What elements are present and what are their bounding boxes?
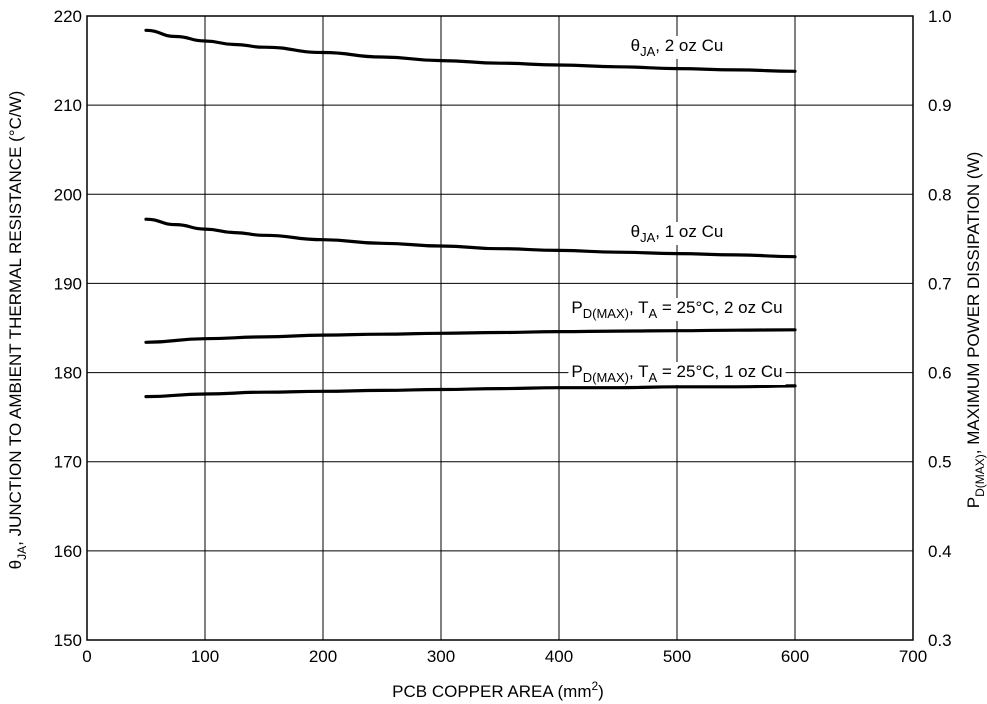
plot-frame: [86, 15, 914, 641]
y-axis-left-title-rest: , JUNCTION TO AMBIENT THERMAL RESISTANCE…: [6, 91, 25, 546]
series-label-2: θJA, 1 oz Cu: [631, 222, 724, 245]
y-left-tick-label: 180: [54, 364, 82, 383]
series-label-4: PD(MAX), TA = 25°C, 1 oz Cu: [571, 362, 782, 385]
x-tick-label: 100: [191, 647, 219, 666]
y-axis-left-title-symbol: θ: [6, 560, 25, 569]
series-label-part: , T: [629, 362, 649, 381]
y-right-tick-label: 0.6: [928, 364, 952, 383]
y-right-tick-label: 1.0: [928, 7, 952, 26]
x-tick-label: 300: [427, 647, 455, 666]
y-left-tick-label: 190: [54, 274, 82, 293]
series-label-part: = 25°C, 2 oz Cu: [657, 298, 782, 317]
series-line-1: [144, 28, 797, 73]
x-tick-label: 700: [899, 647, 927, 666]
series-line-4: [144, 384, 797, 399]
x-axis-title: PCB COPPER AREA (mm2): [392, 679, 604, 701]
y-axis-left-title: θJA, JUNCTION TO AMBIENT THERMAL RESISTA…: [6, 91, 29, 570]
y-right-tick-label: 0.5: [928, 453, 952, 472]
x-axis-title-end: ): [598, 682, 604, 701]
y-right-tick-label: 0.4: [928, 542, 952, 561]
x-axis-title-sup: 2: [591, 679, 598, 693]
tick-labels: 0 100 200 300 400 500 600 700 150 160 170 180 190 200…: [54, 7, 952, 666]
x-tick-label: 500: [663, 647, 691, 666]
series-label-background: [627, 36, 727, 59]
series-line-3: [144, 328, 797, 344]
y-axis-left-title-sub: JA: [15, 546, 29, 560]
y-right-tick-label: 0.8: [928, 185, 952, 204]
y-left-tick-label: 170: [54, 453, 82, 472]
x-tick-label: 600: [781, 647, 809, 666]
y-left-tick-label: 220: [54, 7, 82, 26]
x-tick-label: 0: [82, 647, 91, 666]
y-left-tick-label: 210: [54, 96, 82, 115]
y-right-tick-label: 0.7: [928, 274, 952, 293]
series-label-part: JA: [640, 230, 656, 245]
series-label-1: θJA, 2 oz Cu: [631, 36, 724, 59]
y-axis-right-title-symbol: P: [964, 497, 983, 508]
x-tick-label: 400: [545, 647, 573, 666]
curves: [144, 28, 797, 399]
series-label-part: θ: [631, 36, 640, 55]
series-label-part: A: [649, 306, 658, 321]
series-label-background: [627, 222, 727, 245]
series-label-part: JA: [640, 44, 656, 59]
series-label-3: PD(MAX), TA = 25°C, 2 oz Cu: [571, 298, 782, 321]
y-right-tick-label: 0.3: [928, 631, 952, 650]
series-label-part: θ: [631, 222, 640, 241]
series-label-part: P: [571, 362, 582, 381]
y-axis-right-title-sub: D(MAX): [973, 454, 987, 497]
x-axis-title-main: PCB COPPER AREA (mm: [392, 682, 591, 701]
y-left-tick-label: 150: [54, 631, 82, 650]
y-axis-right-title-rest: , MAXIMUM POWER DISSIPATION (W): [964, 152, 983, 455]
y-axis-right-title: PD(MAX), MAXIMUM POWER DISSIPATION (W): [964, 152, 987, 509]
series-label-part: D(MAX): [583, 370, 629, 385]
y-left-tick-label: 160: [54, 542, 82, 561]
series-label-background: [568, 298, 786, 321]
series-label-part: A: [649, 370, 658, 385]
series-label-part: , T: [629, 298, 649, 317]
series-label-part: P: [571, 298, 582, 317]
series-label-part: D(MAX): [583, 306, 629, 321]
series-label-part: = 25°C, 1 oz Cu: [657, 362, 782, 381]
x-tick-label: 200: [309, 647, 337, 666]
series-line-2: [144, 217, 797, 259]
series-label-background: [568, 362, 786, 385]
series-label-part: , 1 oz Cu: [655, 222, 723, 241]
series-label-part: , 2 oz Cu: [655, 36, 723, 55]
y-left-tick-label: 200: [54, 185, 82, 204]
y-right-tick-label: 0.9: [928, 96, 952, 115]
grid: [86, 15, 914, 641]
